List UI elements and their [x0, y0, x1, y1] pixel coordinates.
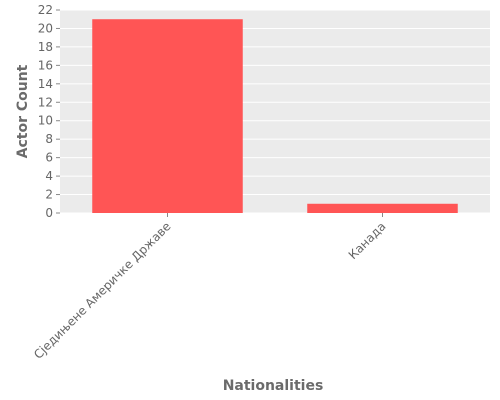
bars — [92, 19, 458, 214]
y-tick-label: 14 — [38, 77, 53, 91]
y-tick-label: 18 — [38, 40, 53, 54]
y-tick-label: 6 — [45, 151, 53, 165]
x-tick-label: Сједињене Америчке Државе — [31, 219, 174, 362]
y-axis-title: Actor Count — [15, 64, 31, 158]
bar-1 — [307, 203, 458, 213]
x-tick-label: Канада — [346, 219, 389, 262]
x-axis-ticks: Сједињене Америчке Државе Канада — [31, 213, 389, 362]
x-axis-title: Nationalities — [223, 378, 324, 394]
y-tick-label: 8 — [45, 132, 53, 146]
y-tick-label: 16 — [38, 58, 53, 72]
y-tick-label: 2 — [45, 188, 53, 202]
y-tick-label: 22 — [38, 3, 53, 17]
y-tick-label: 10 — [38, 114, 53, 128]
y-tick-label: 20 — [38, 21, 53, 35]
y-tick-label: 4 — [45, 169, 53, 183]
y-tick-label: 0 — [45, 206, 53, 220]
bar-0 — [92, 19, 243, 214]
y-axis-ticks: 0 2 4 6 8 10 12 14 16 18 20 22 — [38, 3, 60, 220]
y-tick-label: 12 — [38, 95, 53, 109]
